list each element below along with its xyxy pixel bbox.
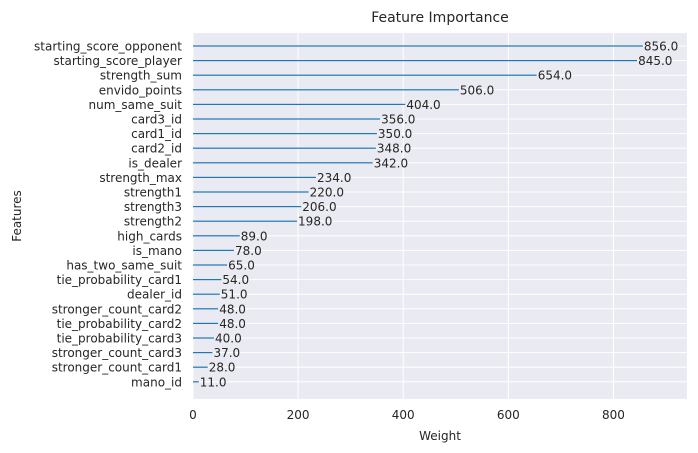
data-label: 54.0 xyxy=(222,273,249,287)
bar xyxy=(193,293,220,295)
y-tick-label: high_cards xyxy=(117,229,182,243)
data-label: 856.0 xyxy=(644,40,678,54)
y-tick-label: starting_score_player xyxy=(54,54,183,68)
data-label: 654.0 xyxy=(538,69,572,83)
bar xyxy=(193,118,381,120)
data-label: 89.0 xyxy=(241,229,268,243)
y-tick-label: envido_points xyxy=(99,83,182,97)
y-tick-label: has_two_same_suit xyxy=(66,259,182,273)
bar xyxy=(193,60,638,62)
x-axis-label: Weight xyxy=(419,429,461,443)
data-label: 198.0 xyxy=(298,215,332,229)
bar xyxy=(193,162,373,164)
data-label: 206.0 xyxy=(302,200,336,214)
bar xyxy=(193,147,376,149)
y-tick-label: stronger_count_card1 xyxy=(52,361,182,375)
y-tick-label: strength1 xyxy=(124,186,182,200)
bar xyxy=(193,220,298,222)
y-tick-labels: starting_score_opponentstarting_score_pl… xyxy=(34,40,182,390)
bar xyxy=(193,206,302,208)
x-tick-label: 200 xyxy=(287,408,310,422)
data-label: 348.0 xyxy=(377,142,411,156)
y-tick-label: num_same_suit xyxy=(89,98,183,112)
bar xyxy=(193,249,234,251)
data-label: 342.0 xyxy=(374,156,408,170)
bar xyxy=(193,322,219,324)
bar xyxy=(193,279,222,281)
data-label: 65.0 xyxy=(228,259,255,273)
data-label: 220.0 xyxy=(310,186,344,200)
data-label: 37.0 xyxy=(213,346,240,360)
bar xyxy=(193,191,309,193)
bar xyxy=(193,366,208,368)
chart-title: Feature Importance xyxy=(371,10,509,26)
data-label: 40.0 xyxy=(215,332,242,346)
data-label: 48.0 xyxy=(219,317,246,331)
data-label: 404.0 xyxy=(406,98,440,112)
bar xyxy=(193,264,228,266)
data-label: 356.0 xyxy=(381,113,415,127)
y-tick-label: card3_id xyxy=(131,113,182,127)
y-tick-label: tie_probability_card3 xyxy=(57,332,182,346)
bar xyxy=(193,103,406,105)
y-tick-label: is_mano xyxy=(132,244,182,258)
y-tick-label: tie_probability_card2 xyxy=(57,317,182,331)
y-tick-label: card1_id xyxy=(131,127,182,141)
data-label: 350.0 xyxy=(378,127,412,141)
data-label: 51.0 xyxy=(221,288,248,302)
y-tick-label: dealer_id xyxy=(127,288,182,302)
bar xyxy=(193,133,377,135)
y-tick-label: strength_max xyxy=(99,171,182,185)
data-label: 78.0 xyxy=(235,244,262,258)
bar xyxy=(193,45,643,47)
x-tick-label: 0 xyxy=(189,408,197,422)
data-label: 48.0 xyxy=(219,302,246,316)
data-label: 28.0 xyxy=(209,361,236,375)
x-tick-label: 600 xyxy=(497,408,520,422)
y-tick-label: mano_id xyxy=(131,375,182,389)
data-label: 234.0 xyxy=(317,171,351,185)
y-tick-label: stronger_count_card3 xyxy=(52,346,182,360)
bar xyxy=(193,74,537,76)
y-tick-label: tie_probability_card1 xyxy=(57,273,182,287)
y-tick-label: starting_score_opponent xyxy=(34,40,182,54)
bar xyxy=(193,308,219,310)
bar xyxy=(193,89,459,91)
y-tick-label: stronger_count_card2 xyxy=(52,302,182,316)
y-tick-label: strength_sum xyxy=(100,69,182,83)
y-tick-label: is_dealer xyxy=(128,156,182,170)
x-tick-labels: 0 200 400 600 800 xyxy=(189,408,625,422)
bar xyxy=(193,381,199,383)
data-label: 845.0 xyxy=(638,54,672,68)
plot-background xyxy=(193,33,687,399)
x-tick-label: 400 xyxy=(392,408,415,422)
bars xyxy=(193,45,643,383)
y-tick-label: strength3 xyxy=(124,200,182,214)
bar xyxy=(193,337,215,339)
x-tick-label: 800 xyxy=(602,408,625,422)
y-tick-label: card2_id xyxy=(131,142,182,156)
bar xyxy=(193,235,240,237)
data-label: 11.0 xyxy=(200,375,227,389)
bar xyxy=(193,352,213,354)
y-axis-label: Features xyxy=(10,190,24,242)
y-tick-label: strength2 xyxy=(124,215,182,229)
data-label: 506.0 xyxy=(460,83,494,97)
bar xyxy=(193,176,316,178)
